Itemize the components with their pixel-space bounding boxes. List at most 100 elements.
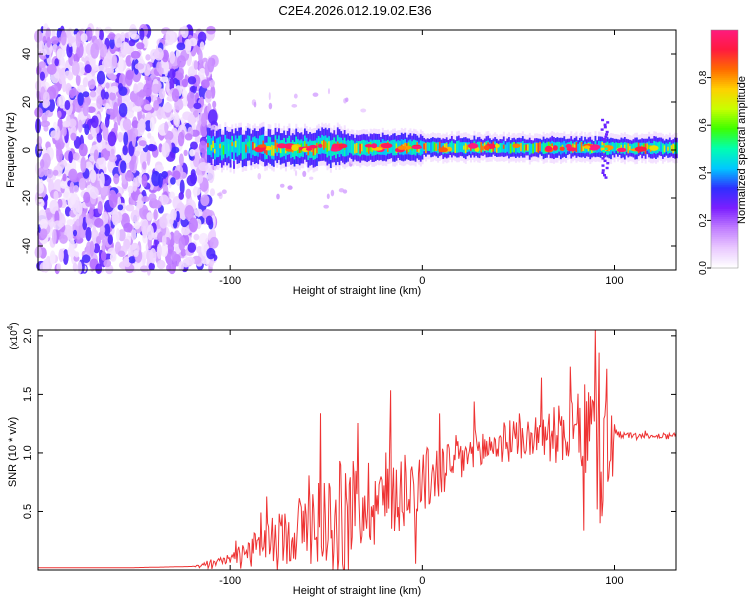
colorbar-swatch bbox=[711, 218, 738, 221]
colorbar-swatch bbox=[711, 99, 738, 102]
heatmap-cell bbox=[176, 42, 186, 51]
heatmap-cell bbox=[207, 109, 218, 125]
heatmap-cell bbox=[347, 139, 350, 156]
heatmap-cell bbox=[112, 101, 119, 118]
colorbar-swatch bbox=[711, 41, 738, 45]
heatmap-cell bbox=[478, 141, 481, 154]
heatmap-cell bbox=[109, 37, 115, 50]
colorbar-swatch bbox=[711, 246, 738, 249]
heatmap-cell bbox=[149, 248, 157, 264]
heatmap-cell bbox=[125, 111, 134, 119]
heatmap-cell bbox=[508, 141, 511, 154]
heatmap-cell bbox=[317, 143, 323, 148]
heatmap-cell bbox=[426, 141, 429, 151]
heatmap-cell bbox=[193, 233, 200, 241]
heatmap-cell bbox=[199, 41, 205, 51]
heatmap-cell bbox=[279, 144, 282, 154]
heatmap-cell bbox=[193, 102, 202, 110]
heatmap-cell bbox=[161, 234, 167, 247]
heatmap-cell bbox=[604, 147, 608, 150]
heatmap-cell bbox=[136, 42, 145, 50]
heatmap-cell bbox=[523, 144, 526, 152]
heatmap-cell bbox=[42, 258, 50, 273]
heatmap-cell bbox=[118, 56, 124, 73]
heatmap-cell bbox=[70, 193, 76, 205]
colorbar-swatch bbox=[711, 93, 738, 97]
heatmap-cell bbox=[573, 144, 576, 149]
heatmap-cell bbox=[660, 141, 663, 152]
heatmap-cell bbox=[130, 229, 137, 241]
heatmap-cell bbox=[156, 259, 166, 270]
heatmap-cell bbox=[675, 142, 678, 154]
heatmap-cell bbox=[108, 74, 117, 81]
heatmap-cell bbox=[215, 138, 218, 158]
heatmap-cell bbox=[69, 181, 75, 195]
colorbar-swatch bbox=[711, 81, 738, 85]
colorbar-swatch bbox=[711, 133, 738, 136]
colorbar-swatch bbox=[711, 145, 738, 148]
heatmap-cell bbox=[345, 140, 348, 157]
heatmap-cell bbox=[89, 90, 97, 98]
heatmap-cell bbox=[246, 142, 249, 147]
heatmap-cell bbox=[143, 104, 153, 111]
heatmap-cell bbox=[603, 154, 607, 158]
heatmap-cell bbox=[495, 143, 500, 148]
heatmap-cell bbox=[133, 250, 139, 257]
heatmap-cell bbox=[51, 29, 56, 39]
heatmap-cell bbox=[100, 89, 106, 100]
heatmap-cell bbox=[438, 141, 441, 153]
heatmap-cell bbox=[52, 229, 57, 245]
heatmap-cell bbox=[582, 146, 585, 152]
heatmap-cell bbox=[634, 146, 647, 152]
heatmap-cell bbox=[173, 112, 179, 126]
heatmap-cell bbox=[154, 164, 164, 173]
heatmap-cell bbox=[97, 65, 106, 73]
heatmap-cell bbox=[542, 142, 545, 154]
heatmap-cell bbox=[309, 176, 314, 180]
heatmap-cell bbox=[77, 92, 84, 106]
heatmap-cell bbox=[140, 265, 150, 273]
heatmap-cell bbox=[606, 121, 610, 124]
heatmap-cell bbox=[38, 61, 47, 69]
heatmap-cell bbox=[352, 140, 355, 156]
heatmap-cell bbox=[94, 218, 104, 228]
heatmap-cell bbox=[578, 142, 581, 153]
heatmap-cell bbox=[181, 78, 189, 88]
colorbar-swatch bbox=[711, 234, 738, 237]
heatmap-cell bbox=[159, 194, 169, 206]
heatmap-cell bbox=[153, 99, 160, 111]
heatmap-cell bbox=[466, 144, 469, 150]
heatmap-cell bbox=[212, 100, 217, 109]
colorbar-swatch bbox=[711, 258, 738, 261]
heatmap-cell bbox=[482, 145, 485, 151]
colorbar-swatch bbox=[711, 87, 738, 91]
heatmap-cell bbox=[350, 139, 353, 154]
heatmap-cell bbox=[171, 146, 180, 154]
heatmap-cell bbox=[147, 144, 158, 152]
heatmap-cell bbox=[169, 191, 175, 199]
heatmap-cell bbox=[357, 141, 360, 156]
heatmap-cell bbox=[326, 143, 329, 152]
heatmap-cell bbox=[132, 177, 138, 192]
heatmap-cell bbox=[130, 50, 141, 59]
heatmap-cell bbox=[279, 183, 285, 188]
colorbar-swatch bbox=[711, 154, 738, 158]
heatmap-cell bbox=[376, 139, 379, 155]
heatmap-cell bbox=[268, 92, 271, 101]
heatmap-cell bbox=[78, 177, 86, 191]
heatmap-cell bbox=[48, 98, 56, 112]
heatmap-cell bbox=[133, 95, 144, 107]
colorbar-swatch bbox=[711, 79, 738, 83]
heatmap-cell bbox=[337, 144, 344, 149]
heatmap-cell bbox=[110, 148, 115, 156]
heatmap-cell bbox=[599, 141, 602, 153]
heatmap-cell bbox=[258, 135, 261, 153]
heatmap-cell bbox=[308, 144, 318, 149]
heatmap-cell bbox=[113, 121, 118, 133]
colorbar-swatch bbox=[711, 244, 738, 247]
heatmap-cell bbox=[189, 85, 196, 93]
heatmap-cell bbox=[39, 71, 46, 81]
heatmap-cell bbox=[184, 133, 193, 141]
heatmap-cell bbox=[236, 138, 239, 157]
heatmap-cell bbox=[254, 146, 265, 153]
